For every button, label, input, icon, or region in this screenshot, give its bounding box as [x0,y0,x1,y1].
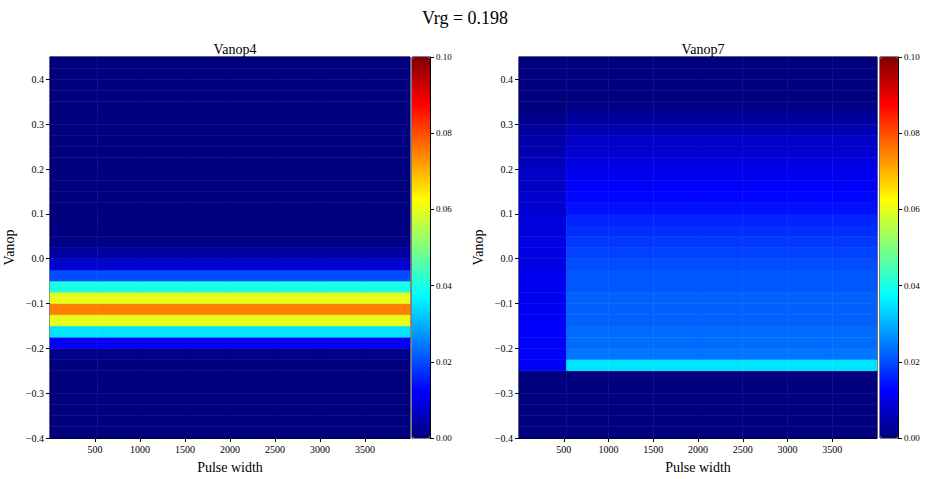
svg-text:2000: 2000 [688,444,708,455]
svg-text:0.08: 0.08 [436,128,452,138]
svg-text:−0.3: −0.3 [495,388,513,399]
svg-text:0.4: 0.4 [32,74,45,85]
svg-text:1000: 1000 [130,444,150,455]
svg-text:−0.4: −0.4 [495,433,513,444]
svg-text:2000: 2000 [220,444,240,455]
svg-text:0.10: 0.10 [904,52,920,62]
svg-text:Vanop4: Vanop4 [214,42,257,57]
svg-text:0.10: 0.10 [436,52,452,62]
svg-text:0.4: 0.4 [501,74,514,85]
svg-text:2500: 2500 [733,444,753,455]
svg-text:3500: 3500 [355,444,375,455]
svg-text:0.02: 0.02 [436,357,452,367]
svg-text:0.00: 0.00 [436,433,452,443]
svg-text:0.2: 0.2 [501,164,514,175]
svg-text:−0.3: −0.3 [26,388,44,399]
svg-text:0.06: 0.06 [904,204,920,214]
svg-text:0.1: 0.1 [32,208,45,219]
svg-text:0.1: 0.1 [501,208,514,219]
svg-text:−0.4: −0.4 [26,433,44,444]
svg-text:0.3: 0.3 [32,119,45,130]
svg-text:0.0: 0.0 [32,253,45,264]
svg-text:0.04: 0.04 [904,281,920,291]
svg-text:Vanop7: Vanop7 [682,42,725,57]
svg-text:Vanop: Vanop [2,230,17,266]
svg-text:1000: 1000 [599,444,619,455]
svg-text:0.02: 0.02 [904,357,920,367]
svg-text:Pulse width: Pulse width [665,460,731,475]
svg-text:3500: 3500 [822,444,842,455]
svg-text:−0.1: −0.1 [495,298,513,309]
svg-text:3000: 3000 [778,444,798,455]
svg-text:500: 500 [88,444,103,455]
svg-text:1500: 1500 [643,444,663,455]
svg-text:Vrg = 0.198: Vrg = 0.198 [422,8,508,28]
svg-text:−0.1: −0.1 [26,298,44,309]
svg-text:0.08: 0.08 [904,128,920,138]
svg-text:0.04: 0.04 [436,281,452,291]
svg-text:Vanop: Vanop [471,230,486,266]
svg-text:Pulse width: Pulse width [197,460,263,475]
svg-text:0.06: 0.06 [436,204,452,214]
svg-text:0.00: 0.00 [904,433,920,443]
svg-text:500: 500 [556,444,571,455]
svg-text:3000: 3000 [310,444,330,455]
svg-text:−0.2: −0.2 [26,343,44,354]
svg-text:1500: 1500 [175,444,195,455]
svg-text:2500: 2500 [265,444,285,455]
svg-text:−0.2: −0.2 [495,343,513,354]
svg-text:0.0: 0.0 [501,253,514,264]
svg-text:0.2: 0.2 [32,164,45,175]
svg-text:0.3: 0.3 [501,119,514,130]
